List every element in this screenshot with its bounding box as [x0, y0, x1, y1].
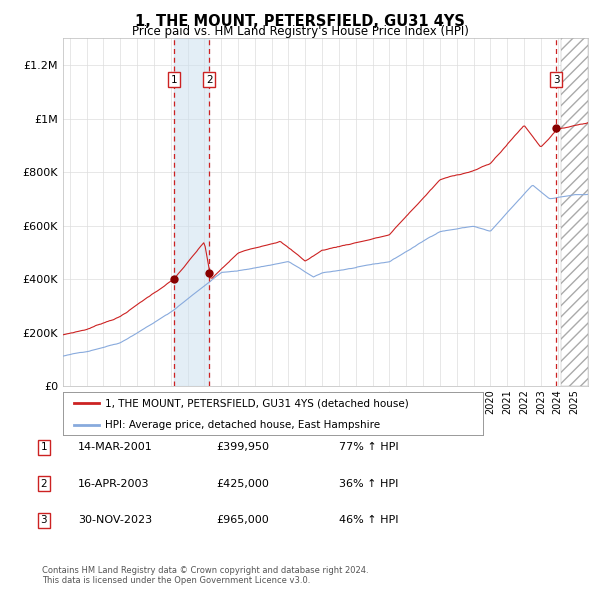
Text: 2: 2 [40, 479, 47, 489]
Text: 46% ↑ HPI: 46% ↑ HPI [339, 516, 398, 525]
Text: £965,000: £965,000 [216, 516, 269, 525]
Text: 30-NOV-2023: 30-NOV-2023 [78, 516, 152, 525]
Text: 3: 3 [40, 516, 47, 525]
Bar [560, 38, 588, 386]
Text: 14-MAR-2001: 14-MAR-2001 [78, 442, 153, 452]
Text: Contains HM Land Registry data © Crown copyright and database right 2024.
This d: Contains HM Land Registry data © Crown c… [42, 566, 368, 585]
Text: 1, THE MOUNT, PETERSFIELD, GU31 4YS (detached house): 1, THE MOUNT, PETERSFIELD, GU31 4YS (det… [105, 398, 409, 408]
Bar [174, 38, 209, 386]
Text: 3: 3 [553, 75, 560, 85]
Text: 1: 1 [40, 442, 47, 452]
Text: 1, THE MOUNT, PETERSFIELD, GU31 4YS: 1, THE MOUNT, PETERSFIELD, GU31 4YS [135, 14, 465, 28]
Text: HPI: Average price, detached house, East Hampshire: HPI: Average price, detached house, East… [105, 421, 380, 431]
Text: 16-APR-2003: 16-APR-2003 [78, 479, 149, 489]
Text: 36% ↑ HPI: 36% ↑ HPI [339, 479, 398, 489]
Text: £399,950: £399,950 [216, 442, 269, 452]
Text: £425,000: £425,000 [216, 479, 269, 489]
Text: Price paid vs. HM Land Registry's House Price Index (HPI): Price paid vs. HM Land Registry's House … [131, 25, 469, 38]
Text: 1: 1 [171, 75, 178, 85]
Text: 77% ↑ HPI: 77% ↑ HPI [339, 442, 398, 452]
Text: 2: 2 [206, 75, 212, 85]
